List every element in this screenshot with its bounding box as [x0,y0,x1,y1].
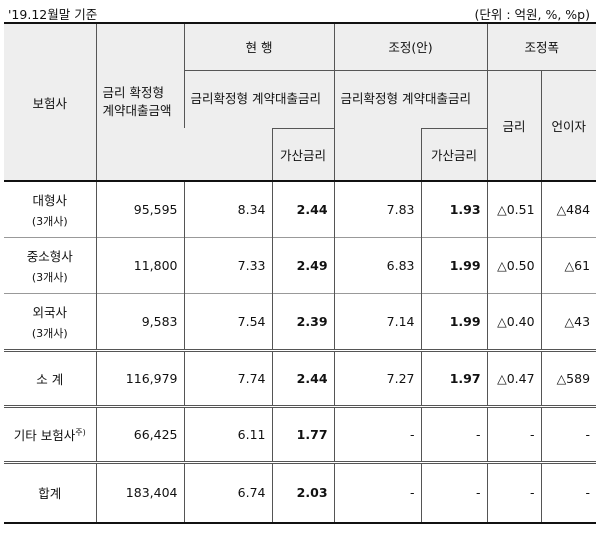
cell-adjusted-rate: 7.27 [333,350,422,406]
cell-adjusted-spread: 1.99 [420,293,488,350]
cell-amount: 9,583 [95,293,184,350]
header-current: 현 행 [183,22,335,71]
cell-adjusted-spread: - [420,406,488,462]
row-footnote-mark: 주) [75,427,86,437]
row-name: 소 계 [36,371,64,387]
table-row: 대형사 (3개사) 95,595 8.34 2.44 7.83 1.93 △0.5… [4,181,597,237]
cell-adjusted-spread: 1.99 [420,237,488,293]
cell-adjusted-rate: 6.83 [333,237,422,293]
cell-current-spread: 2.03 [271,462,335,523]
header-current-contract-rate: 금리확정형 계약대출금리 [183,70,335,128]
cell-current-spread: 2.44 [271,181,335,237]
cell-current-rate: 7.74 [183,350,272,406]
cell-adjusted-rate: - [333,462,422,523]
cell-current-rate: 6.74 [183,462,272,523]
header-adjusted-contract-rate: 금리확정형 계약대출금리 [333,70,488,128]
table-row: 소 계 116,979 7.74 2.44 7.27 1.97 △0.47 △5… [4,350,597,406]
row-name-cell: 중소형사 (3개사) [4,237,96,293]
row-name-cell: 외국사 (3개사) [4,293,96,350]
header-adjusted-spread: 가산금리 [420,127,488,181]
cell-amount: 66,425 [95,406,184,462]
row-name: 중소형사 [26,248,73,264]
cell-amount: 183,404 [95,462,184,523]
header-change-rate: 금리 [486,70,542,181]
cell-change-income: △484 [540,181,597,237]
cell-current-spread: 2.49 [271,237,335,293]
cell-change-rate: △0.47 [486,350,542,406]
cell-current-rate: 7.54 [183,293,272,350]
cell-change-rate: △0.50 [486,237,542,293]
base-date-note: '19.12월말 기준 [8,7,98,22]
cell-adjusted-spread: - [420,462,488,523]
table-row: 중소형사 (3개사) 11,800 7.33 2.49 6.83 1.99 △0.… [4,237,597,293]
row-name: 합계 [38,486,62,502]
table-row: 기타 보험사주) 66,425 6.11 1.77 - - - - [4,406,597,462]
row-subname: (3개사) [31,270,68,284]
header-adjusted: 조정(안) [333,22,488,71]
cell-adjusted-spread: 1.93 [420,181,488,237]
cell-amount: 95,595 [95,181,184,237]
unit-note: (단위 : 억원, %, %p) [474,7,591,22]
row-name: 기타 보험사 [13,427,76,443]
cell-change-rate: △0.51 [486,181,542,237]
row-name-cell: 기타 보험사주) [4,406,96,462]
cell-current-spread: 2.44 [271,350,335,406]
cell-change-income: △589 [540,350,597,406]
table-row: 외국사 (3개사) 9,583 7.54 2.39 7.14 1.99 △0.40… [4,293,597,350]
cell-current-rate: 8.34 [183,181,272,237]
header-insurer: 보험사 [4,22,96,181]
row-subname: (3개사) [31,214,68,228]
cell-current-spread: 2.39 [271,293,335,350]
cell-current-spread: 1.77 [271,406,335,462]
row-name: 대형사 [32,192,67,208]
cell-amount: 116,979 [95,350,184,406]
cell-change-rate: - [486,406,542,462]
row-name-cell: 대형사 (3개사) [4,181,96,237]
cell-adjusted-rate: - [333,406,422,462]
row-subname: (3개사) [31,326,68,340]
cell-amount: 11,800 [95,237,184,293]
table-note: '19.12월말 기준 (단위 : 억원, %, %p) [0,0,600,22]
header-current-spread: 가산금리 [271,127,335,181]
table-row: 합계 183,404 6.74 2.03 - - - - [4,462,597,523]
insurer-loan-rate-table: 보험사 금리 확정형 계약대출금액 현 행 조정(안) 조정폭 금리확정형 계약… [4,22,597,524]
cell-change-rate: △0.40 [486,293,542,350]
cell-current-rate: 6.11 [183,406,272,462]
cell-adjusted-rate: 7.14 [333,293,422,350]
cell-adjusted-rate: 7.83 [333,181,422,237]
header-change-income: 언이자 [540,70,597,181]
cell-change-income: △43 [540,293,597,350]
cell-change-rate: - [486,462,542,523]
cell-change-income: - [540,462,597,523]
header-change: 조정폭 [486,22,597,71]
cell-adjusted-spread: 1.97 [420,350,488,406]
cell-change-income: △61 [540,237,597,293]
cell-current-rate: 7.33 [183,237,272,293]
cell-change-income: - [540,406,597,462]
header-loan-amount: 금리 확정형 계약대출금액 [95,22,184,181]
row-name: 외국사 [32,304,67,320]
